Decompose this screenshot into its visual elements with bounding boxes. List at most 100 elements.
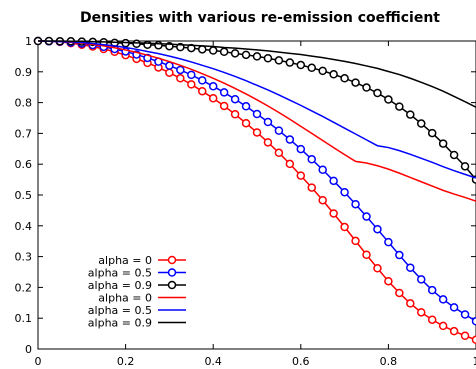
data-point <box>351 78 360 87</box>
data-point <box>187 70 196 80</box>
data-point <box>219 47 229 57</box>
data-point <box>241 118 251 128</box>
data-point <box>208 94 218 103</box>
data-point <box>373 224 382 234</box>
data-point <box>427 315 437 324</box>
y-tick-label: 0 <box>25 343 32 356</box>
data-point <box>340 187 349 197</box>
data-point <box>176 65 185 75</box>
data-point <box>460 162 470 171</box>
data-point <box>252 109 262 119</box>
data-point <box>384 276 393 286</box>
y-tick-label: 0.4 <box>15 220 33 233</box>
y-tick-label: 0.5 <box>15 189 33 202</box>
data-point <box>198 76 207 85</box>
x-tick-label: 0.2 <box>117 355 135 368</box>
data-point <box>395 102 404 111</box>
y-tick-label: 0.6 <box>15 158 33 171</box>
data-point <box>241 50 251 60</box>
data-point <box>285 135 295 144</box>
series-5 <box>38 40 476 108</box>
data-point <box>285 58 295 67</box>
series-3 <box>37 40 476 202</box>
data-point <box>427 128 437 138</box>
data-point <box>406 110 415 119</box>
y-tick-label: 0.7 <box>15 127 33 140</box>
x-tick-label: 1 <box>473 355 476 368</box>
y-tick-label: 0.3 <box>15 251 33 264</box>
data-point <box>318 66 327 76</box>
data-point <box>438 139 448 148</box>
data-point <box>263 117 273 127</box>
legend-label: alpha = 0 <box>98 292 152 305</box>
data-point <box>340 74 349 83</box>
data-point <box>285 159 295 169</box>
data-point <box>296 171 306 180</box>
data-point <box>274 148 284 158</box>
y-tick-label: 0.8 <box>15 97 33 110</box>
data-point <box>318 195 327 205</box>
data-point <box>274 56 284 65</box>
data-point <box>362 83 371 92</box>
data-point <box>471 317 476 326</box>
data-point <box>329 209 338 218</box>
data-point <box>219 101 229 111</box>
data-point <box>296 60 306 70</box>
data-point <box>165 68 174 77</box>
legend-swatch-marker <box>167 268 177 277</box>
data-point <box>329 70 338 79</box>
data-point <box>427 285 437 295</box>
data-point <box>373 264 382 273</box>
data-point <box>362 250 371 260</box>
data-point <box>373 88 382 98</box>
data-point <box>274 126 284 135</box>
data-point <box>449 326 459 336</box>
data-point <box>252 52 262 61</box>
series-layer <box>33 36 476 345</box>
legend-swatch-marker <box>167 255 177 265</box>
data-point <box>395 288 404 298</box>
data-point <box>395 250 404 260</box>
data-point <box>340 222 349 232</box>
data-point <box>438 321 448 331</box>
data-point <box>263 138 273 147</box>
legend-label: alpha = 0.5 <box>88 304 152 317</box>
data-point <box>460 310 470 319</box>
series-line <box>37 40 476 179</box>
data-point <box>154 41 163 50</box>
legend-label: alpha = 0.9 <box>88 317 152 330</box>
chart-title: Densities with various re-emission coeff… <box>80 10 440 26</box>
data-point <box>384 95 393 104</box>
data-point <box>438 295 448 304</box>
series-line <box>37 40 476 202</box>
data-point <box>417 119 426 128</box>
data-point <box>198 45 207 54</box>
data-point <box>307 63 316 73</box>
axis-ticks: 0 0.2 0.4 0.6 0.8 1 0 0.1 0.2 0.3 0.4 0.5 0.6 0.7 0.8 0… <box>15 35 476 368</box>
series-0 <box>33 36 476 345</box>
data-point <box>362 212 371 221</box>
data-point <box>449 303 459 312</box>
data-point <box>296 144 306 154</box>
data-point <box>208 82 218 91</box>
data-point <box>471 335 476 345</box>
legend-label: alpha = 0.5 <box>88 267 152 280</box>
data-point <box>230 110 240 119</box>
data-point <box>406 263 415 272</box>
legend-label: alpha = 0.9 <box>88 279 152 292</box>
data-point <box>449 150 459 160</box>
data-point <box>263 53 273 63</box>
x-tick-label: 0.6 <box>292 355 310 368</box>
data-point <box>230 94 240 104</box>
data-point <box>417 275 426 284</box>
data-point <box>198 86 207 96</box>
data-point <box>208 46 218 55</box>
legend-label: alpha = 0 <box>98 254 152 267</box>
data-point <box>176 74 185 83</box>
data-point <box>351 236 360 246</box>
data-point <box>318 165 327 174</box>
data-point <box>132 39 141 49</box>
data-point <box>187 80 196 89</box>
x-tick-label: 0.8 <box>380 355 398 368</box>
data-point <box>460 331 470 341</box>
